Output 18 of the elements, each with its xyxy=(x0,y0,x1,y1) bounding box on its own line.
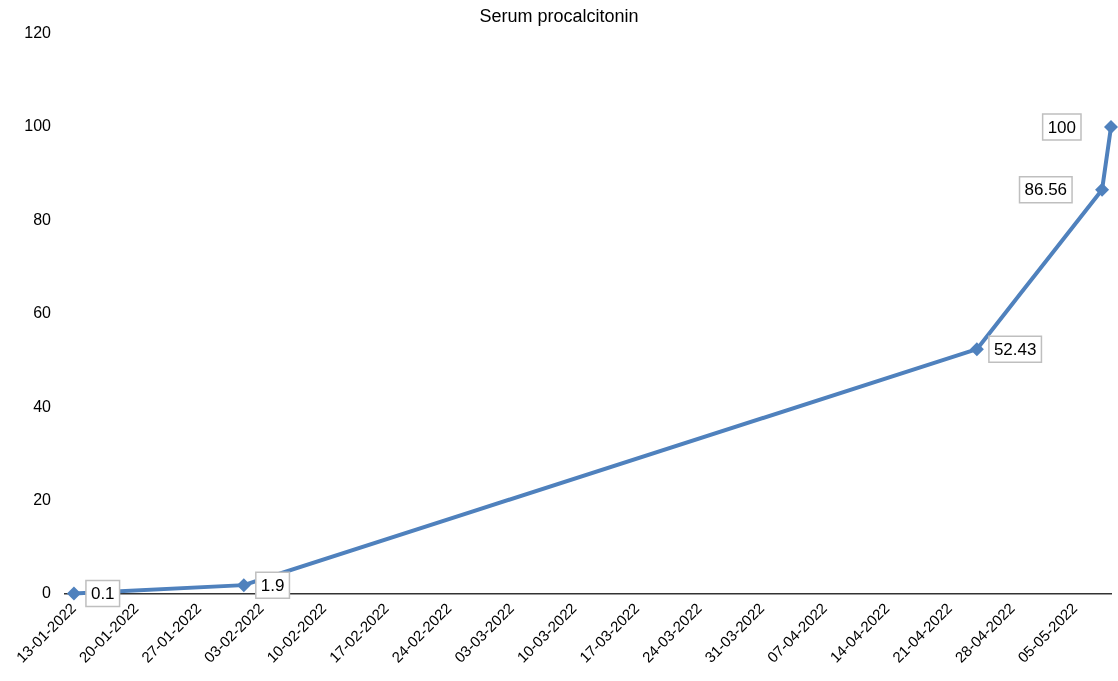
y-tick-label: 60 xyxy=(33,304,52,322)
chart-title: Serum procalcitonin xyxy=(479,5,639,26)
point xyxy=(1095,182,1110,197)
data-label: 100 xyxy=(1047,117,1077,137)
y-tick-label: 100 xyxy=(24,117,52,135)
data-label: 0.1 xyxy=(90,584,115,604)
y-tick-label: 80 xyxy=(33,210,52,228)
point xyxy=(969,342,984,357)
point xyxy=(236,578,251,593)
point xyxy=(1104,120,1118,134)
data-label: 52.43 xyxy=(993,339,1037,359)
y-tick-label: 0 xyxy=(42,584,52,602)
point xyxy=(66,586,81,601)
y-tick-label: 120 xyxy=(24,24,52,42)
data-label: 1.9 xyxy=(260,575,285,595)
y-tick-label: 20 xyxy=(33,491,52,509)
data-label: 86.56 xyxy=(1024,180,1068,200)
y-tick-label: 40 xyxy=(33,397,52,415)
